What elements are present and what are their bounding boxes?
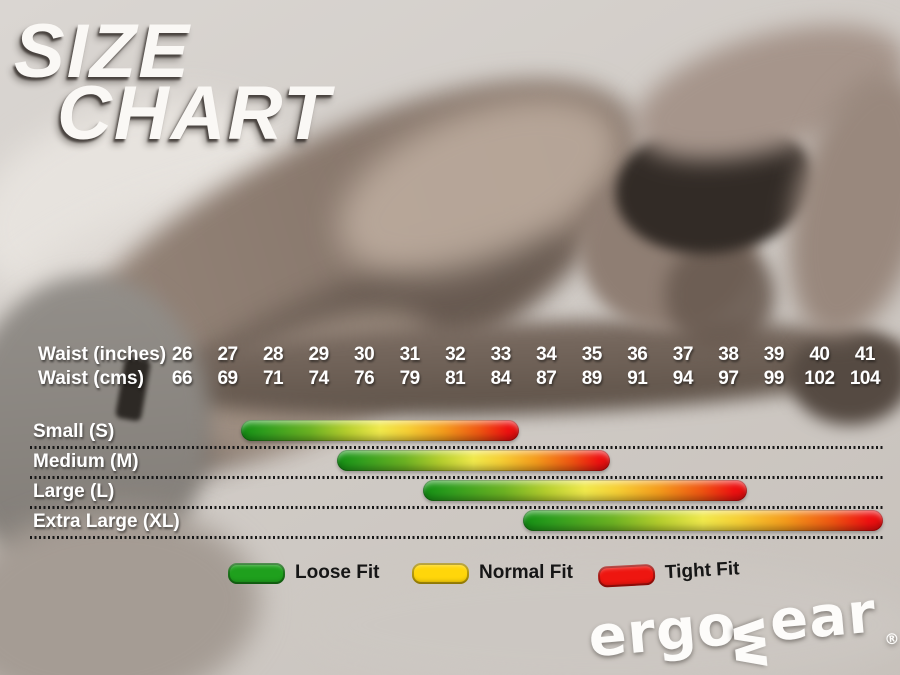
- waist-inches-value: 35: [581, 344, 603, 365]
- legend-swatch-tight-fit: [597, 563, 656, 588]
- waist-inches-value: 34: [536, 344, 557, 365]
- waist-cms-value: 91: [627, 368, 648, 389]
- waist-cms-value: 94: [672, 368, 694, 389]
- size-range-bar: [523, 510, 884, 531]
- waist-inches-value: 39: [763, 344, 785, 365]
- title-word-chart: CHART: [57, 71, 332, 156]
- waist-cms-value: 76: [354, 368, 375, 389]
- waist-inches-value: 33: [490, 344, 512, 365]
- waist-cms-value: 81: [445, 368, 466, 389]
- waist-cms-label: Waist (cms): [38, 368, 144, 389]
- legend-label: Tight Fit: [664, 558, 741, 584]
- size-row-label: Small (S): [33, 421, 115, 442]
- waist-inches-value: 36: [627, 344, 648, 365]
- size-row-label: Extra Large (XL): [33, 511, 180, 532]
- row-dotted-line: [30, 505, 884, 509]
- waist-cms-value: 71: [262, 368, 284, 389]
- row-dotted-line: [30, 445, 884, 449]
- waist-inches-value: 29: [308, 344, 330, 365]
- legend-item: Loose Fit: [228, 562, 379, 584]
- waist-cms-value: 66: [171, 368, 193, 389]
- size-row-label: Medium (M): [33, 451, 139, 472]
- legend-swatch-normal-fit: [412, 562, 469, 584]
- waist-inches-label: Waist (inches): [38, 344, 167, 365]
- waist-inches-value: 32: [445, 344, 466, 365]
- title-word-size: SIZE: [14, 9, 191, 94]
- legend-swatch-loose-fit: [228, 562, 285, 584]
- waist-cms-value: 89: [581, 368, 603, 389]
- legend-label: Normal Fit: [479, 562, 573, 583]
- size-range-bar: [336, 450, 610, 471]
- waist-cms-value: 69: [217, 368, 238, 389]
- waist-cms-value: 79: [399, 368, 421, 389]
- photo-face-shadow-shape: [665, 240, 775, 350]
- row-dotted-line: [30, 535, 884, 539]
- waist-inches-value: 37: [672, 344, 694, 365]
- waist-inches-value: 40: [809, 344, 830, 365]
- waist-inches-value: 27: [217, 344, 238, 365]
- waist-cms-value: 74: [308, 368, 330, 389]
- waist-cms-value: 97: [718, 368, 739, 389]
- waist-inches-value: 26: [171, 344, 193, 365]
- waist-cms-value: 99: [763, 368, 785, 389]
- waist-inches-value: 31: [399, 344, 421, 365]
- legend-item: Normal Fit: [412, 562, 573, 584]
- waist-cms-value: 104: [849, 368, 881, 389]
- legend-label: Loose Fit: [295, 562, 380, 583]
- waist-inches-value: 30: [354, 344, 375, 365]
- photo-hand-shape: [790, 330, 900, 425]
- logo-text-ergo: ergo: [585, 592, 740, 671]
- waist-cms-value: 87: [536, 368, 557, 389]
- size-row-label: Large (L): [33, 481, 115, 502]
- size-range-bar: [423, 480, 747, 501]
- waist-inches-value: 38: [718, 344, 739, 365]
- waist-inches-value: 28: [262, 344, 284, 365]
- waist-cms-value: 84: [490, 368, 512, 389]
- logo-w-glyph: w: [718, 614, 789, 673]
- registered-mark: ®: [883, 629, 900, 649]
- row-dotted-line: [30, 475, 884, 479]
- waist-inches-value: 41: [854, 344, 876, 365]
- size-range-bar: [241, 420, 519, 441]
- waist-cms-value: 102: [804, 368, 835, 389]
